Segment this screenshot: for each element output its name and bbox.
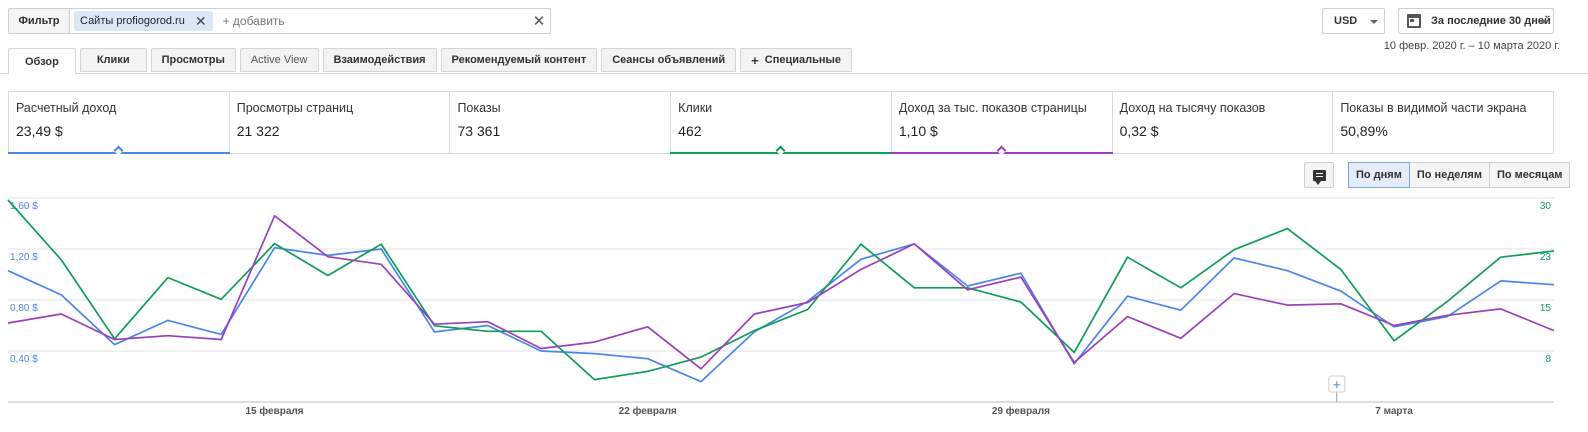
date-range-select[interactable]: За последние 30 дней	[1398, 8, 1554, 34]
metric-page-views[interactable]: Просмотры страниц 21 322	[230, 92, 451, 153]
tab-custom-label: Специальные	[764, 54, 842, 66]
metric-label: Показы	[457, 101, 501, 115]
currency-label: USD	[1334, 15, 1358, 27]
report-tabs: Обзор Клики Просмотры Active View Взаимо…	[8, 48, 856, 75]
metric-label: Просмотры страниц	[236, 101, 354, 115]
tab-ad-sessions[interactable]: Сеансы объявлений	[601, 48, 737, 72]
performance-chart: 1,60 $ 1,20 $ 0,80 $ 0,40 $ 30 23 15 8 15 феврал…	[7, 197, 1555, 417]
metric-estimated-revenue[interactable]: Расчетный доход 23,49 $	[8, 92, 230, 156]
metric-page-rpm[interactable]: Доход за тыс. показов страницы 1,10 $	[890, 92, 1113, 156]
metric-label: Доход на тысячу показов	[1119, 101, 1266, 115]
metric-value: 73 361	[457, 123, 501, 139]
granularity-toggle: По дням По неделям По месяцам	[1348, 162, 1571, 188]
left-axis-tick: 1,20 $	[10, 252, 38, 263]
filter-add-input[interactable]	[222, 14, 528, 28]
x-axis-tick: 7 марта	[1375, 406, 1413, 417]
metric-viewability[interactable]: Показы в видимой части экрана 50,89%	[1333, 92, 1553, 153]
series-line	[7, 214, 1555, 370]
tab-recommended-content[interactable]: Рекомендуемый контент	[440, 48, 598, 72]
series-line	[7, 199, 1555, 381]
annotation-add-icon	[1328, 375, 1346, 393]
x-axis-tick: 22 февраля	[619, 405, 677, 417]
currency-select[interactable]: USD	[1322, 8, 1385, 34]
granularity-day-button[interactable]: По дням	[1348, 162, 1410, 188]
right-axis-tick: 30	[1540, 201, 1552, 212]
clear-filter-icon[interactable]: ✕	[532, 13, 546, 30]
metric-value: 1,10 $	[898, 123, 938, 139]
filter-chip-label: Сайты profiogorod.ru	[80, 15, 185, 27]
metric-value: 23,49 $	[16, 123, 63, 139]
plus-icon: +	[751, 52, 759, 68]
tab-views[interactable]: Просмотры	[150, 48, 236, 72]
metric-value: 0,32 $	[1119, 123, 1159, 139]
left-axis-tick: 1,60 $	[10, 201, 38, 212]
granularity-week-button[interactable]: По неделям	[1408, 162, 1490, 188]
metric-value: 21 322	[236, 123, 280, 139]
tab-custom[interactable]: + Специальные	[740, 48, 853, 72]
series-line	[7, 243, 1555, 383]
tab-active-view[interactable]: Active View	[239, 48, 319, 72]
date-range-dates: 10 февр. 2020 г. – 10 марта 2020 г.	[1383, 40, 1560, 52]
filter-bar: Фильтр Сайты profiogorod.ru ✕ ✕	[8, 8, 551, 34]
metric-cards: Расчетный доход 23,49 $ Просмотры страни…	[8, 91, 1554, 156]
left-axis-tick: 0,40 $	[10, 354, 38, 365]
chevron-down-icon	[1370, 20, 1378, 24]
right-axis-tick: 23	[1540, 252, 1552, 263]
annotation-button[interactable]	[1304, 162, 1334, 188]
metric-series-indicator	[890, 145, 1113, 156]
metric-label: Доход за тыс. показов страницы	[898, 101, 1087, 115]
metric-clicks[interactable]: Клики 462	[670, 92, 892, 156]
right-axis-tick: 15	[1540, 303, 1552, 314]
x-axis-tick: 15 февраля	[246, 405, 304, 417]
metric-label: Показы в видимой части экрана	[1340, 101, 1527, 115]
x-axis-tick: 29 февраля	[992, 405, 1050, 417]
close-icon[interactable]: ✕	[194, 13, 207, 29]
calendar-icon	[1407, 14, 1421, 28]
metric-label: Расчетный доход	[16, 101, 117, 115]
metric-series-indicator	[8, 145, 230, 156]
left-axis-tick: 0,80 $	[10, 303, 38, 314]
metric-impression-rpm[interactable]: Доход на тысячу показов 0,32 $	[1113, 92, 1334, 153]
tab-interactions[interactable]: Взаимодействия	[322, 48, 437, 72]
metric-label: Клики	[678, 101, 713, 115]
tab-clicks[interactable]: Клики	[79, 48, 147, 72]
granularity-month-button[interactable]: По месяцам	[1488, 162, 1571, 188]
tabs-divider	[0, 73, 1588, 74]
metric-value: 462	[678, 123, 702, 139]
date-range-label: За последние 30 дней	[1431, 15, 1551, 27]
metric-value: 50,89%	[1340, 123, 1388, 139]
tab-overview[interactable]: Обзор	[8, 48, 76, 75]
plus-icon: +	[1333, 377, 1341, 392]
filter-button[interactable]: Фильтр	[9, 9, 70, 33]
chevron-down-icon	[1539, 20, 1547, 24]
metric-series-indicator	[670, 145, 892, 156]
metric-impressions[interactable]: Показы 73 361	[450, 92, 672, 153]
right-axis-tick: 8	[1545, 354, 1551, 365]
comment-icon	[1312, 169, 1326, 185]
filter-chip[interactable]: Сайты profiogorod.ru ✕	[74, 11, 213, 31]
